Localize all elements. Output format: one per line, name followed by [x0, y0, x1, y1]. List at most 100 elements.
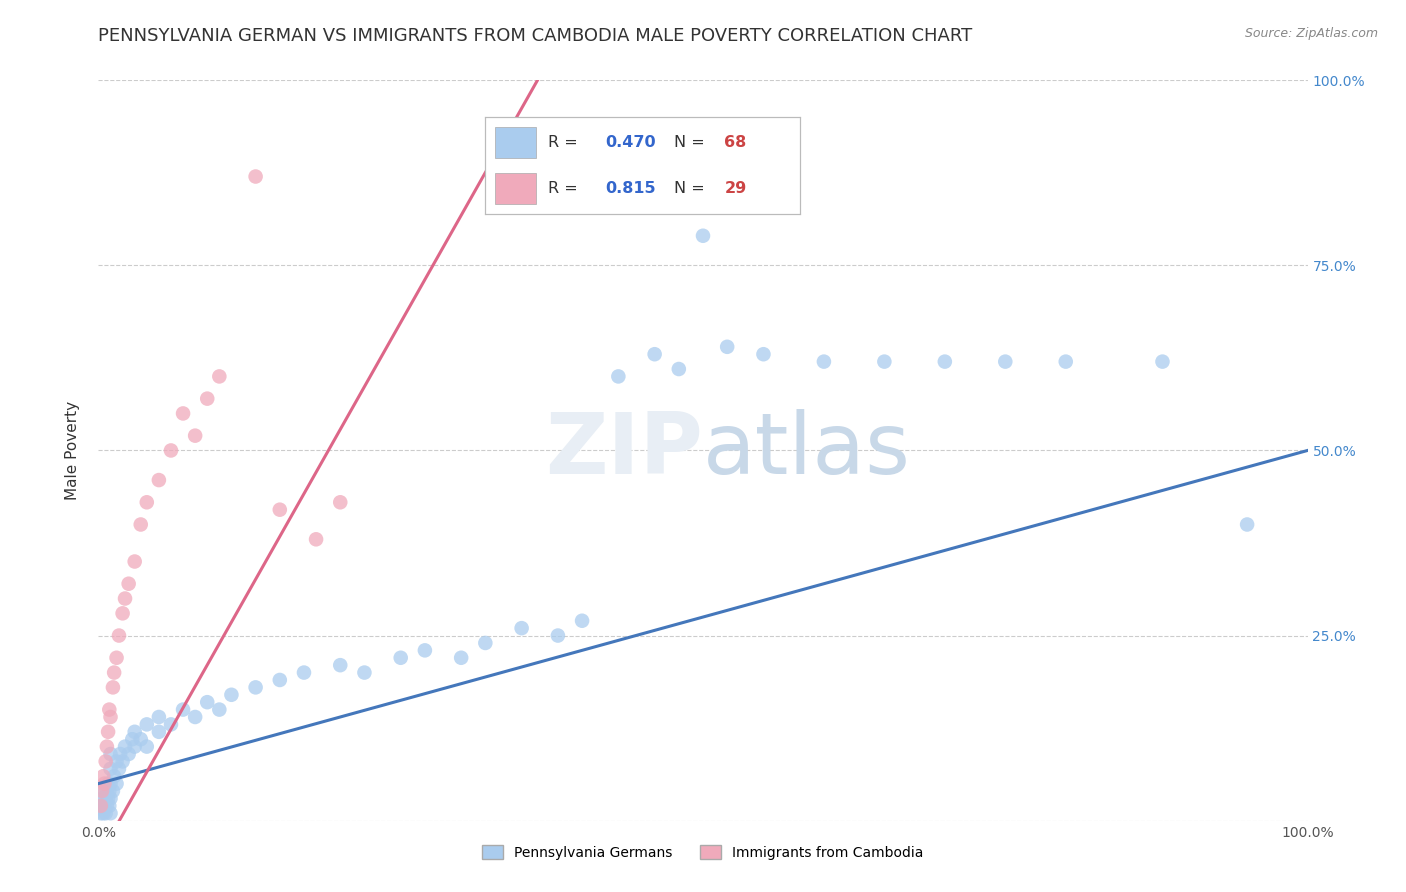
Point	[184, 710, 207, 724]
Point	[692, 228, 714, 243]
Point	[105, 650, 128, 665]
Point	[91, 798, 114, 813]
Point	[208, 703, 231, 717]
Point	[571, 614, 593, 628]
Point	[90, 806, 112, 821]
Point	[450, 650, 472, 665]
Point	[716, 340, 738, 354]
Point	[135, 495, 157, 509]
Point	[93, 784, 115, 798]
Point	[118, 747, 141, 761]
Point	[108, 628, 131, 642]
Point	[91, 784, 114, 798]
Point	[100, 747, 122, 761]
Point	[148, 724, 170, 739]
Text: atlas: atlas	[703, 409, 911, 492]
Text: ZIP: ZIP	[546, 409, 703, 492]
Point	[644, 347, 666, 361]
Point	[91, 798, 114, 813]
Point	[94, 755, 117, 769]
Point	[121, 732, 143, 747]
Point	[124, 724, 146, 739]
Point	[195, 392, 218, 406]
Point	[752, 347, 775, 361]
Point	[91, 769, 114, 783]
Point	[97, 791, 120, 805]
Point	[91, 806, 114, 821]
Point	[97, 776, 120, 791]
Text: PENNSYLVANIA GERMAN VS IMMIGRANTS FROM CAMBODIA MALE POVERTY CORRELATION CHART: PENNSYLVANIA GERMAN VS IMMIGRANTS FROM C…	[98, 27, 973, 45]
Point	[329, 495, 352, 509]
Point	[148, 473, 170, 487]
Point	[292, 665, 315, 680]
Point	[148, 710, 170, 724]
Point	[111, 755, 134, 769]
Point	[91, 791, 114, 805]
Point	[96, 739, 118, 754]
Point	[103, 769, 125, 783]
Point	[135, 739, 157, 754]
Point	[208, 369, 231, 384]
Point	[160, 443, 183, 458]
Point	[101, 784, 124, 798]
Point	[413, 643, 436, 657]
Point	[135, 717, 157, 731]
Point	[160, 717, 183, 731]
Point	[353, 665, 375, 680]
Point	[813, 354, 835, 368]
Point	[93, 776, 115, 791]
Point	[934, 354, 956, 368]
Point	[474, 636, 496, 650]
Point	[510, 621, 533, 635]
Point	[111, 607, 134, 621]
Point	[100, 776, 122, 791]
Point	[195, 695, 218, 709]
Point	[245, 169, 267, 184]
Point	[103, 665, 125, 680]
Point	[172, 703, 194, 717]
Point	[305, 533, 328, 547]
Point	[124, 739, 146, 754]
Point	[994, 354, 1017, 368]
Point	[1054, 354, 1077, 368]
Point	[172, 407, 194, 421]
Point	[100, 710, 122, 724]
Point	[105, 755, 128, 769]
Point	[98, 784, 121, 798]
Point	[129, 517, 152, 532]
Point	[100, 806, 122, 821]
Y-axis label: Male Poverty: Male Poverty	[65, 401, 80, 500]
Point	[607, 369, 630, 384]
Point	[873, 354, 896, 368]
Point	[98, 798, 121, 813]
Point	[96, 784, 118, 798]
Point	[1236, 517, 1258, 532]
Point	[184, 428, 207, 442]
Point	[100, 762, 122, 776]
Point	[100, 791, 122, 805]
Point	[90, 798, 112, 813]
Point	[389, 650, 412, 665]
Point	[94, 806, 117, 821]
Point	[105, 776, 128, 791]
Point	[269, 502, 291, 516]
Point	[118, 576, 141, 591]
Point	[221, 688, 243, 702]
Point	[329, 658, 352, 673]
Point	[114, 591, 136, 606]
Point	[114, 739, 136, 754]
Point	[96, 798, 118, 813]
Point	[101, 681, 124, 695]
Legend: Pennsylvania Germans, Immigrants from Cambodia: Pennsylvania Germans, Immigrants from Ca…	[477, 839, 929, 865]
Point	[547, 628, 569, 642]
Point	[1152, 354, 1174, 368]
Point	[108, 747, 131, 761]
Point	[124, 555, 146, 569]
Point	[98, 703, 121, 717]
Point	[94, 791, 117, 805]
Point	[97, 724, 120, 739]
Point	[668, 362, 690, 376]
Point	[245, 681, 267, 695]
Text: Source: ZipAtlas.com: Source: ZipAtlas.com	[1244, 27, 1378, 40]
Point	[269, 673, 291, 687]
